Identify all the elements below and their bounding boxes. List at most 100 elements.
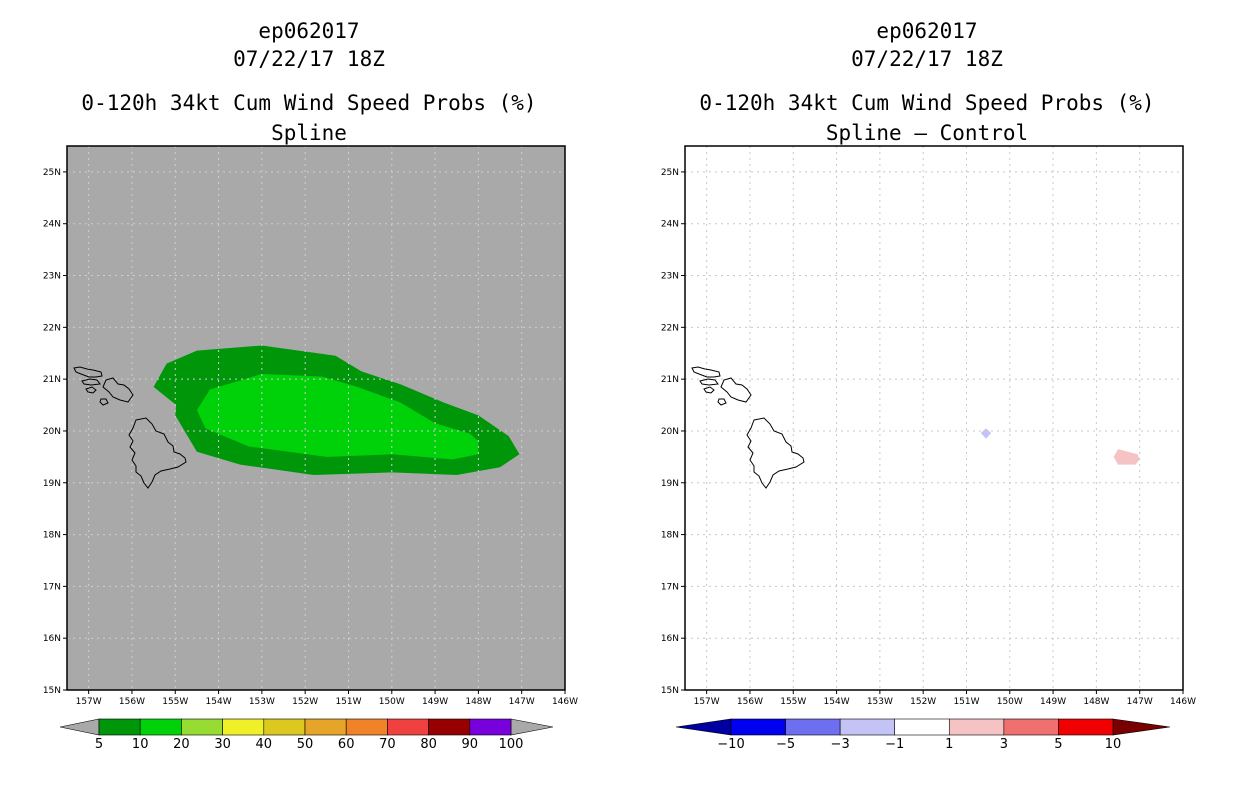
left-colorbar-label: 30 [214,737,231,752]
right-colorbar-label: −1 [885,737,904,752]
left-colorbar-label: 60 [338,737,355,752]
right-xtick-label: 154W [824,697,850,707]
left-product-title: 0-120h 34kt Cum Wind Speed Probs (%) [81,91,537,115]
right-ytick-label: 21N [661,375,679,385]
left-xtick-label: 150W [379,697,405,707]
right-coastline [746,417,805,489]
left-ytick-label: 16N [43,634,61,644]
right-colorbar-label: −5 [776,737,795,752]
left-method-title: Spline [271,121,347,145]
left-colorbar-label: 70 [379,737,396,752]
left-xtick-label: 157W [76,697,102,707]
right-colorbar-swatch [1003,718,1059,736]
right-ytick-label: 18N [661,531,679,541]
right-method-title: Spline – Control [825,121,1029,145]
right-coastline [720,377,752,403]
right-xtick-label: 151W [953,697,979,707]
left-ytick-label: 18N [43,531,61,541]
left-plot-frame [66,145,566,691]
right-xtick-label: 155W [780,697,806,707]
left-ytick-label: 20N [43,427,61,437]
right-panel: ep062017 07/22/17 18Z 0-120h 34kt Cum Wi… [618,0,1236,800]
left-coastline [102,377,134,403]
right-datetime: 07/22/17 18Z [851,47,1003,71]
left-colorbar-label: 80 [420,737,437,752]
right-colorbar-label: −3 [831,737,850,752]
right-xtick-label: 157W [694,697,720,707]
left-xtick-label: 147W [509,697,535,707]
left-panel: ep062017 07/22/17 18Z 0-120h 34kt Cum Wi… [43,19,578,752]
left-colorbar-swatch [139,718,182,736]
left-xtick-label: 151W [335,697,361,707]
right-colorbar-label: −10 [717,737,744,752]
left-coastline [73,366,103,378]
right-plot-frame [684,145,1184,691]
right-coastline [717,398,727,406]
right-colorbar-label: 3 [1000,737,1008,752]
left-xtick-label: 149W [422,697,448,707]
right-xtick-label: 156W [737,697,763,707]
left-coastline [85,386,97,394]
left-coastline [99,398,109,406]
left-xtick-label: 155W [162,697,188,707]
left-datetime: 07/22/17 18Z [233,47,385,71]
right-ytick-label: 20N [661,427,679,437]
left-colorbar-label: 100 [499,737,524,752]
left-xtick-label: 148W [465,697,491,707]
right-product-title: 0-120h 34kt Cum Wind Speed Probs (%) [699,91,1155,115]
right-ytick-label: 24N [661,220,679,230]
right-colorbar-swatch [839,718,896,736]
left-ytick-label: 25N [43,168,61,178]
right-coastline [691,366,721,378]
right-contour-1 [1113,449,1140,465]
left-xtick-label: 154W [206,697,232,707]
left-colorbar-swatch [345,718,388,736]
right-ytick-label: 19N [661,479,679,489]
right-map-chart: 15N 16N 17N 18N 19N 20N 21N 22N 23N 24N 25N 157W 156… [661,145,1196,752]
left-colorbar-label: 5 [95,737,103,752]
right-xtick-label: 146W [1170,697,1196,707]
right-ytick-label: 23N [661,272,679,282]
left-ytick-label: 23N [43,272,61,282]
left-colorbar-swatch [469,718,512,736]
right-colorbar-swatch [785,718,841,736]
right-ytick-label: 15N [661,686,679,696]
left-ytick-label: 19N [43,479,61,489]
right-map-background [685,146,1183,690]
right-xtick-label: 149W [1040,697,1066,707]
left-coastline [128,417,187,489]
left-ytick-label: 24N [43,220,61,230]
left-colorbar-swatch [181,718,223,736]
left-colorbar-swatch [428,718,471,736]
left-xtick-label: 152W [292,697,318,707]
right-colorbar-label: 1 [945,737,953,752]
right-ytick-label: 22N [661,323,679,333]
left-xtick-label: 156W [119,697,145,707]
left-xtick-label: 153W [249,697,275,707]
left-colorbar-label: 50 [297,737,314,752]
right-colorbar-label: 10 [1105,737,1122,752]
right-xtick-label: 147W [1127,697,1153,707]
left-storm-id: ep062017 [258,19,360,43]
right-ytick-label: 16N [661,634,679,644]
right-coastline [699,378,719,386]
right-colorbar-swatch [1058,718,1114,736]
right-colorbar-swatch [948,718,1005,736]
left-colorbar-label: 20 [173,737,190,752]
right-storm-id: ep062017 [876,19,978,43]
right-xtick-label: 150W [997,697,1023,707]
left-colorbar-swatch [304,718,347,736]
left-colorbar-label: 10 [132,737,149,752]
left-coastline [81,378,101,386]
left-colorbar-label: 40 [256,737,273,752]
right-colorbar-extend-high [1112,718,1171,736]
left-colorbar-swatch [387,718,429,736]
right-ytick-label: 25N [661,168,679,178]
right-contour-0 [980,428,992,439]
right-colorbar-swatch [894,718,950,736]
left-ytick-label: 21N [43,375,61,385]
left-xtick-label: 146W [552,697,578,707]
left-colorbar-extend-low [59,718,100,736]
left-map-chart: 15N 16N 17N 18N 19N 20N 21N 22N 23N 24N 25N 157W 156… [43,145,578,752]
right-colorbar-label: 5 [1054,737,1062,752]
